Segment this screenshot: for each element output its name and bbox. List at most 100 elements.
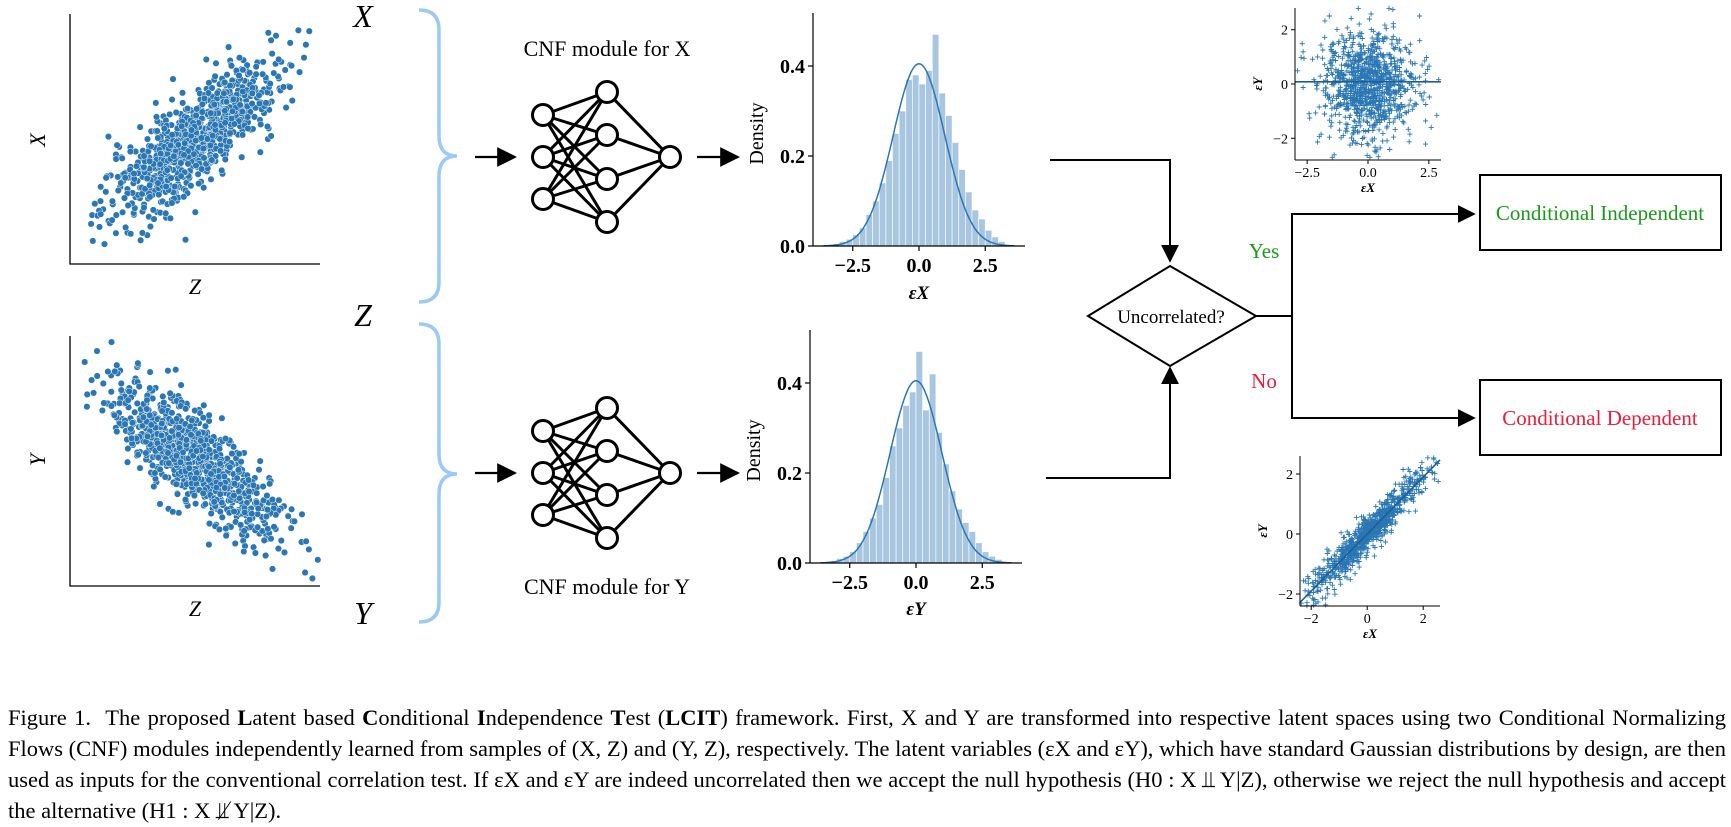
latent-point [1384, 138, 1390, 144]
scatter-point [195, 180, 203, 188]
scatter-point [182, 405, 190, 413]
scatter-point [288, 97, 296, 105]
scatter-point [160, 125, 168, 133]
hist-bar [951, 142, 959, 247]
caption-title-3: ndependence [485, 705, 611, 730]
scatter-point [149, 206, 157, 214]
scatter-point [155, 191, 163, 199]
latent-point [1407, 131, 1413, 137]
scatter-point [168, 96, 176, 104]
hist-bar [945, 115, 953, 247]
scatter-point [252, 70, 260, 78]
scatter-point [207, 175, 215, 183]
scatter-point [210, 498, 218, 506]
scatter-point [257, 120, 265, 128]
scatter-point [174, 141, 182, 149]
scatter-point [158, 419, 166, 428]
hist-y-tick-label: 0.0 [780, 236, 805, 258]
scatter-point [288, 505, 296, 513]
scatter-point [275, 496, 283, 504]
scatter-point [163, 166, 171, 174]
scatter-point [89, 237, 97, 245]
scatter-point [127, 230, 135, 238]
scatter-point [128, 419, 136, 427]
scatter-point [150, 215, 158, 223]
latent-point [1406, 509, 1412, 515]
scatter-point [238, 108, 246, 116]
scatter-point [113, 141, 121, 149]
scatter-point [207, 470, 215, 478]
latent-point [1325, 591, 1331, 597]
latent-point [1322, 595, 1329, 601]
yes-label: Yes [1249, 239, 1280, 263]
scatter-point [227, 62, 236, 70]
latent-point [1417, 38, 1423, 44]
latent-point [1323, 602, 1329, 608]
figure-caption: Figure 1. The proposed Latent based Cond… [8, 702, 1726, 826]
hist-bar [905, 79, 913, 247]
scatter-point [81, 358, 89, 366]
scatter-point [118, 154, 126, 162]
scatter-point [143, 174, 151, 183]
hist-bar [978, 218, 986, 247]
scatter-point [211, 72, 219, 80]
scatter-point [256, 457, 264, 465]
caption-bold-i: I [476, 705, 486, 730]
scatter-point [230, 491, 238, 500]
scatter-point [102, 188, 110, 196]
scatter-point [156, 160, 164, 168]
scatter-point [112, 155, 120, 163]
latent-scatter-uncorrelated: −2.5 0.0 2.5 −2 0 2 εX εY [1250, 5, 1442, 195]
scatter-point [162, 209, 170, 217]
branch-yes [1256, 205, 1476, 317]
hist-bar [912, 74, 920, 247]
scatter-point [244, 124, 252, 133]
latent-point [1338, 581, 1344, 587]
latent-point [1422, 485, 1428, 491]
scatter-point [152, 99, 160, 107]
hist-bar [862, 531, 870, 564]
scatter-point [301, 568, 309, 577]
scatter-point [302, 41, 310, 49]
latent-point [1382, 22, 1388, 28]
scatter-point [287, 524, 295, 532]
scatter-point [108, 216, 116, 224]
scatter-point [98, 406, 106, 415]
scatter-point [162, 182, 170, 191]
scatter-point [270, 69, 278, 77]
scatter-point [205, 476, 213, 484]
hist-eps-x: 0.0 0.2 0.4 −2.5 0.0 2.5 εX Density [746, 13, 1025, 304]
latent-point [1320, 55, 1326, 61]
latent-point [1344, 125, 1350, 131]
scatter-point [127, 425, 135, 433]
scatter-point [158, 407, 166, 415]
latent-point [1422, 70, 1428, 76]
scatter-point [117, 379, 125, 388]
scatter-point [280, 548, 289, 556]
scatter-point [139, 413, 147, 421]
outcome-dependent-label: Conditional Dependent [1502, 406, 1698, 430]
scatter-point [180, 193, 188, 201]
latent-point [1356, 21, 1362, 27]
hist-y-tick-label: 0.4 [780, 56, 805, 78]
scatter-point [254, 523, 262, 531]
scatter-point [143, 135, 152, 143]
scatter-point [253, 489, 261, 497]
scatter-point [263, 492, 271, 500]
latent-point [1309, 56, 1316, 62]
scatter-point [130, 170, 138, 178]
cnf-x-title: CNF module for X [524, 36, 691, 61]
latent-point [1322, 18, 1328, 24]
no-label: No [1251, 369, 1277, 393]
scatter-point [124, 396, 132, 404]
scatter-point [253, 498, 261, 506]
latent-point [1428, 124, 1434, 130]
scatter-point [197, 134, 205, 142]
hist-x-tick-label: 0.0 [907, 255, 932, 277]
latent-point [1376, 127, 1382, 133]
scatter-point [212, 484, 220, 492]
branch-no [1291, 316, 1476, 427]
scatter-point [205, 79, 213, 87]
scatter-point [286, 83, 294, 91]
scatter-point [167, 141, 175, 150]
